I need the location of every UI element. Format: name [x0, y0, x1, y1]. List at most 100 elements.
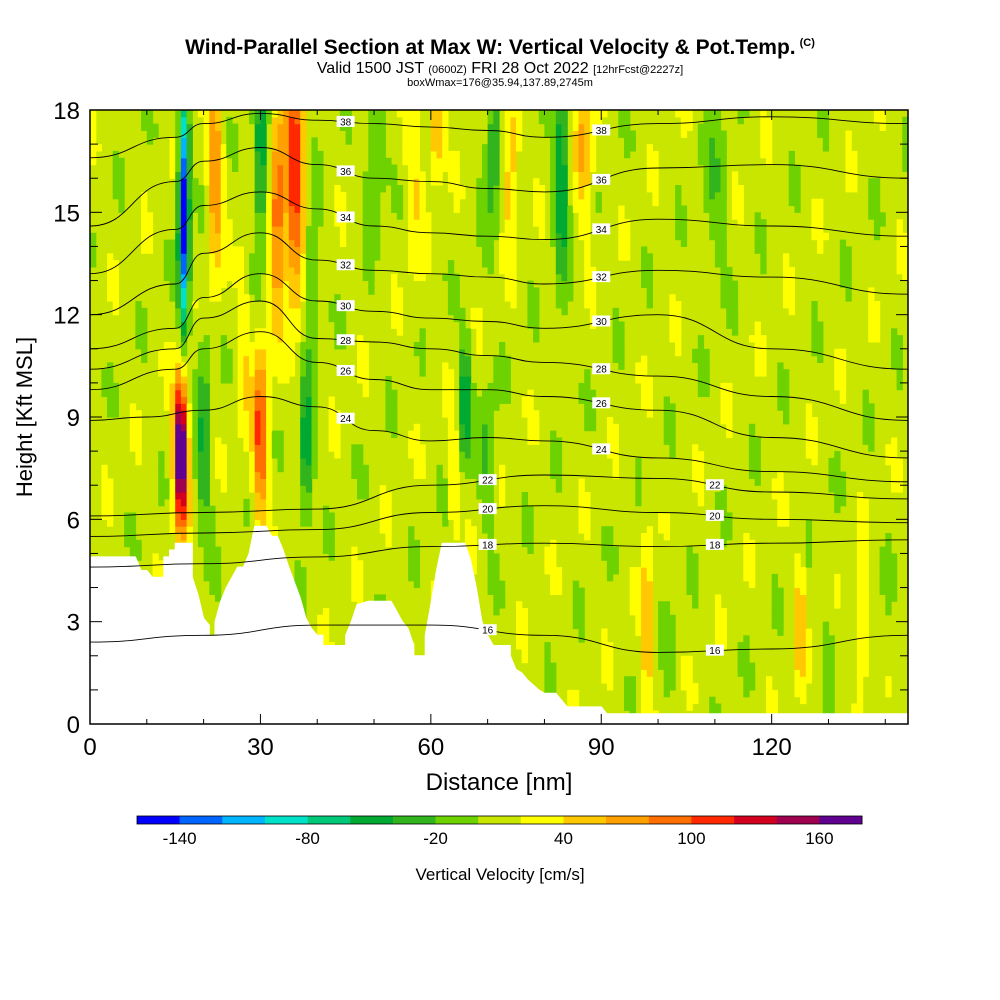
field-cell	[669, 451, 676, 459]
field-cell	[487, 587, 506, 595]
field-cell	[169, 478, 176, 486]
field-cell	[305, 335, 318, 343]
field-cell	[300, 478, 313, 486]
field-cell	[180, 410, 188, 418]
field-cell	[822, 662, 835, 670]
field-cell	[305, 253, 318, 261]
field-cell	[379, 492, 392, 500]
field-cell	[300, 492, 313, 500]
colorbar-label: Vertical Velocity [cm/s]	[415, 865, 584, 884]
field-cell	[328, 403, 335, 411]
field-cell	[237, 335, 250, 343]
field-cell	[220, 212, 227, 220]
field-cell	[271, 239, 284, 247]
field-cell	[209, 123, 216, 131]
field-cell	[447, 171, 460, 179]
contour-label-box	[336, 300, 355, 312]
field-cell	[328, 417, 341, 425]
field-cell	[794, 662, 807, 670]
field-cell	[731, 328, 739, 336]
field-cell	[362, 266, 375, 275]
field-cell	[215, 253, 222, 261]
field-cell	[794, 573, 807, 582]
field-cell	[510, 178, 517, 186]
field-cell	[271, 226, 284, 234]
field-cell	[550, 444, 563, 452]
field-cell	[561, 232, 568, 241]
field-cell	[692, 457, 705, 466]
colorbar-bin	[563, 816, 607, 824]
field-cell	[788, 164, 801, 172]
field-cell	[680, 239, 688, 247]
field-cell	[856, 519, 869, 527]
field-cell	[771, 587, 784, 595]
field-cell	[203, 573, 222, 582]
field-cell	[215, 464, 227, 473]
field-cell	[288, 212, 301, 220]
field-cell	[686, 560, 699, 568]
contour-label-box	[705, 644, 724, 656]
field-cell	[487, 144, 500, 152]
field-cell	[510, 150, 517, 159]
field-cell	[675, 198, 682, 207]
field-cell	[697, 123, 722, 131]
field-cell	[243, 437, 250, 445]
field-cell	[720, 533, 733, 541]
field-cell	[555, 485, 563, 493]
field-cell	[169, 287, 176, 295]
field-cell	[266, 116, 273, 125]
field-cell	[856, 614, 869, 623]
field-cell	[135, 301, 142, 309]
field-cell	[351, 457, 364, 466]
field-cell	[856, 512, 869, 520]
field-cell	[419, 205, 426, 213]
field-cell	[544, 649, 551, 657]
field-cell	[805, 560, 813, 568]
field-cell	[834, 580, 841, 589]
field-cell	[152, 553, 159, 561]
field-cell	[680, 676, 693, 684]
field-cell	[254, 498, 267, 507]
field-cell	[311, 157, 324, 166]
field-cell	[305, 369, 313, 377]
field-cell	[180, 212, 188, 220]
field-cell	[516, 621, 528, 630]
field-cell	[175, 219, 182, 227]
field-cell	[635, 621, 642, 630]
field-cell	[499, 266, 517, 275]
field-cell	[720, 280, 739, 288]
field-cell	[510, 171, 517, 179]
field-cell	[124, 539, 142, 548]
field-cell	[197, 457, 210, 466]
field-cell	[197, 396, 210, 404]
field-cell	[197, 348, 210, 357]
field-cell	[459, 342, 472, 350]
field-cell	[351, 546, 358, 554]
field-cell	[578, 628, 585, 636]
field-cell	[902, 144, 908, 152]
field-cell	[266, 498, 273, 507]
field-cell	[305, 328, 318, 336]
field-cell	[578, 191, 585, 200]
field-cell	[476, 239, 494, 247]
field-cell	[487, 430, 494, 438]
field-cell	[300, 185, 307, 193]
field-cell	[430, 157, 460, 166]
field-cell	[254, 362, 267, 370]
field-cell	[266, 485, 273, 493]
field-cell	[572, 164, 580, 172]
field-cell	[271, 307, 284, 316]
field-cell	[351, 560, 364, 568]
field-cell	[141, 246, 154, 254]
field-cell	[675, 348, 682, 357]
field-cell	[220, 348, 233, 357]
field-cell	[300, 232, 307, 241]
field-cell	[555, 144, 563, 152]
field-cell	[482, 444, 489, 452]
field-cell	[209, 294, 222, 302]
field-cell	[169, 451, 176, 459]
field-cell	[504, 191, 511, 200]
field-cell	[760, 253, 767, 261]
field-cell	[192, 417, 199, 425]
field-cell	[175, 191, 182, 200]
